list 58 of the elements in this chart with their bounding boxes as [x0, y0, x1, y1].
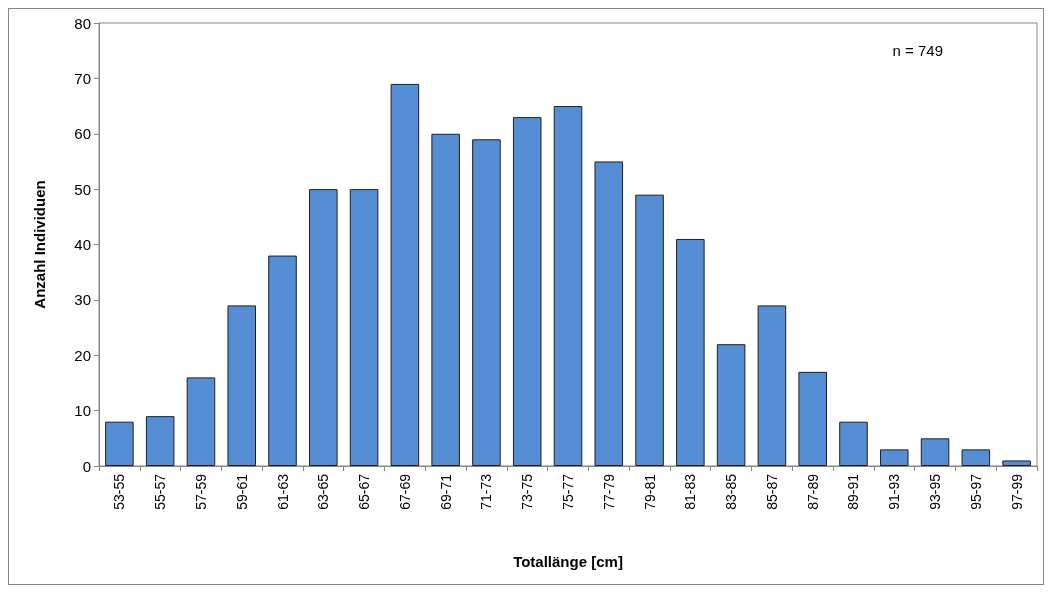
- x-tick-label: 75-77: [560, 473, 576, 510]
- x-tick-label: 85-87: [763, 473, 780, 510]
- bar: [879, 449, 909, 466]
- y-tick-label: 0: [82, 457, 91, 475]
- bar: [268, 255, 297, 466]
- x-tick-label: 55-57: [152, 473, 169, 510]
- x-tick-label: 93-95: [927, 473, 944, 510]
- bar: [839, 421, 868, 466]
- x-tick-label: 81-83: [682, 473, 699, 510]
- bar: [390, 83, 420, 466]
- y-axis-title: Anzahl Individuen: [31, 180, 48, 309]
- y-tick-label: 60: [74, 125, 91, 143]
- bar: [757, 305, 787, 466]
- bar: [961, 449, 991, 466]
- bar: [798, 371, 827, 466]
- x-tick-label: 61-63: [274, 473, 291, 510]
- y-tick-label: 70: [74, 69, 91, 87]
- y-tick-label: 80: [74, 14, 91, 32]
- bar: [553, 106, 583, 466]
- bar: [676, 238, 705, 466]
- y-tick-label: 30: [74, 291, 91, 309]
- y-tick-label: 50: [74, 180, 91, 198]
- bar: [105, 421, 134, 466]
- bar: [920, 438, 950, 466]
- y-tick-label: 10: [74, 402, 91, 420]
- bar: [594, 161, 624, 466]
- x-tick-label: 71-73: [478, 473, 495, 510]
- bar: [512, 117, 542, 466]
- x-tick-label: 89-91: [845, 473, 862, 510]
- bar: [716, 344, 746, 466]
- bar: [309, 189, 338, 466]
- bar: [145, 416, 175, 466]
- bar: [431, 133, 460, 466]
- x-tick-label: 83-85: [723, 473, 740, 510]
- x-tick-label: 77-79: [600, 473, 617, 510]
- bar: [349, 189, 379, 466]
- x-tick-label: 97-99: [1008, 473, 1025, 510]
- bar: [635, 194, 664, 466]
- bar: [227, 305, 257, 466]
- y-tick-label: 20: [74, 346, 91, 364]
- x-tick-label: 73-75: [519, 473, 536, 510]
- x-tick-label: 63-65: [315, 473, 332, 510]
- bar: [472, 139, 501, 466]
- x-tick-label: 91-93: [886, 473, 903, 510]
- x-tick-label: 57-59: [192, 473, 209, 510]
- annotation: n = 749: [892, 42, 943, 59]
- x-tick-label: 69-71: [437, 473, 454, 510]
- y-tick-label: 40: [74, 236, 91, 253]
- x-tick-label: 79-81: [641, 473, 658, 510]
- x-axis-title: Totallänge [cm]: [513, 553, 623, 570]
- x-tick-label: 59-61: [233, 473, 250, 510]
- bar: [186, 377, 216, 466]
- x-tick-label: 95-97: [967, 473, 984, 510]
- x-tick-label: 65-67: [356, 473, 373, 510]
- x-tick-label: 87-89: [804, 473, 821, 510]
- bar: [1002, 460, 1031, 466]
- x-tick-label: 53-55: [111, 473, 128, 510]
- x-tick-label: 67-69: [396, 473, 413, 510]
